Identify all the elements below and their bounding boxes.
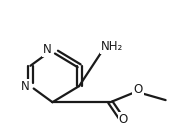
Text: O: O	[133, 83, 143, 96]
Text: O: O	[119, 113, 128, 126]
Text: N: N	[21, 80, 30, 93]
Text: N: N	[43, 43, 52, 56]
Text: NH₂: NH₂	[101, 40, 123, 53]
